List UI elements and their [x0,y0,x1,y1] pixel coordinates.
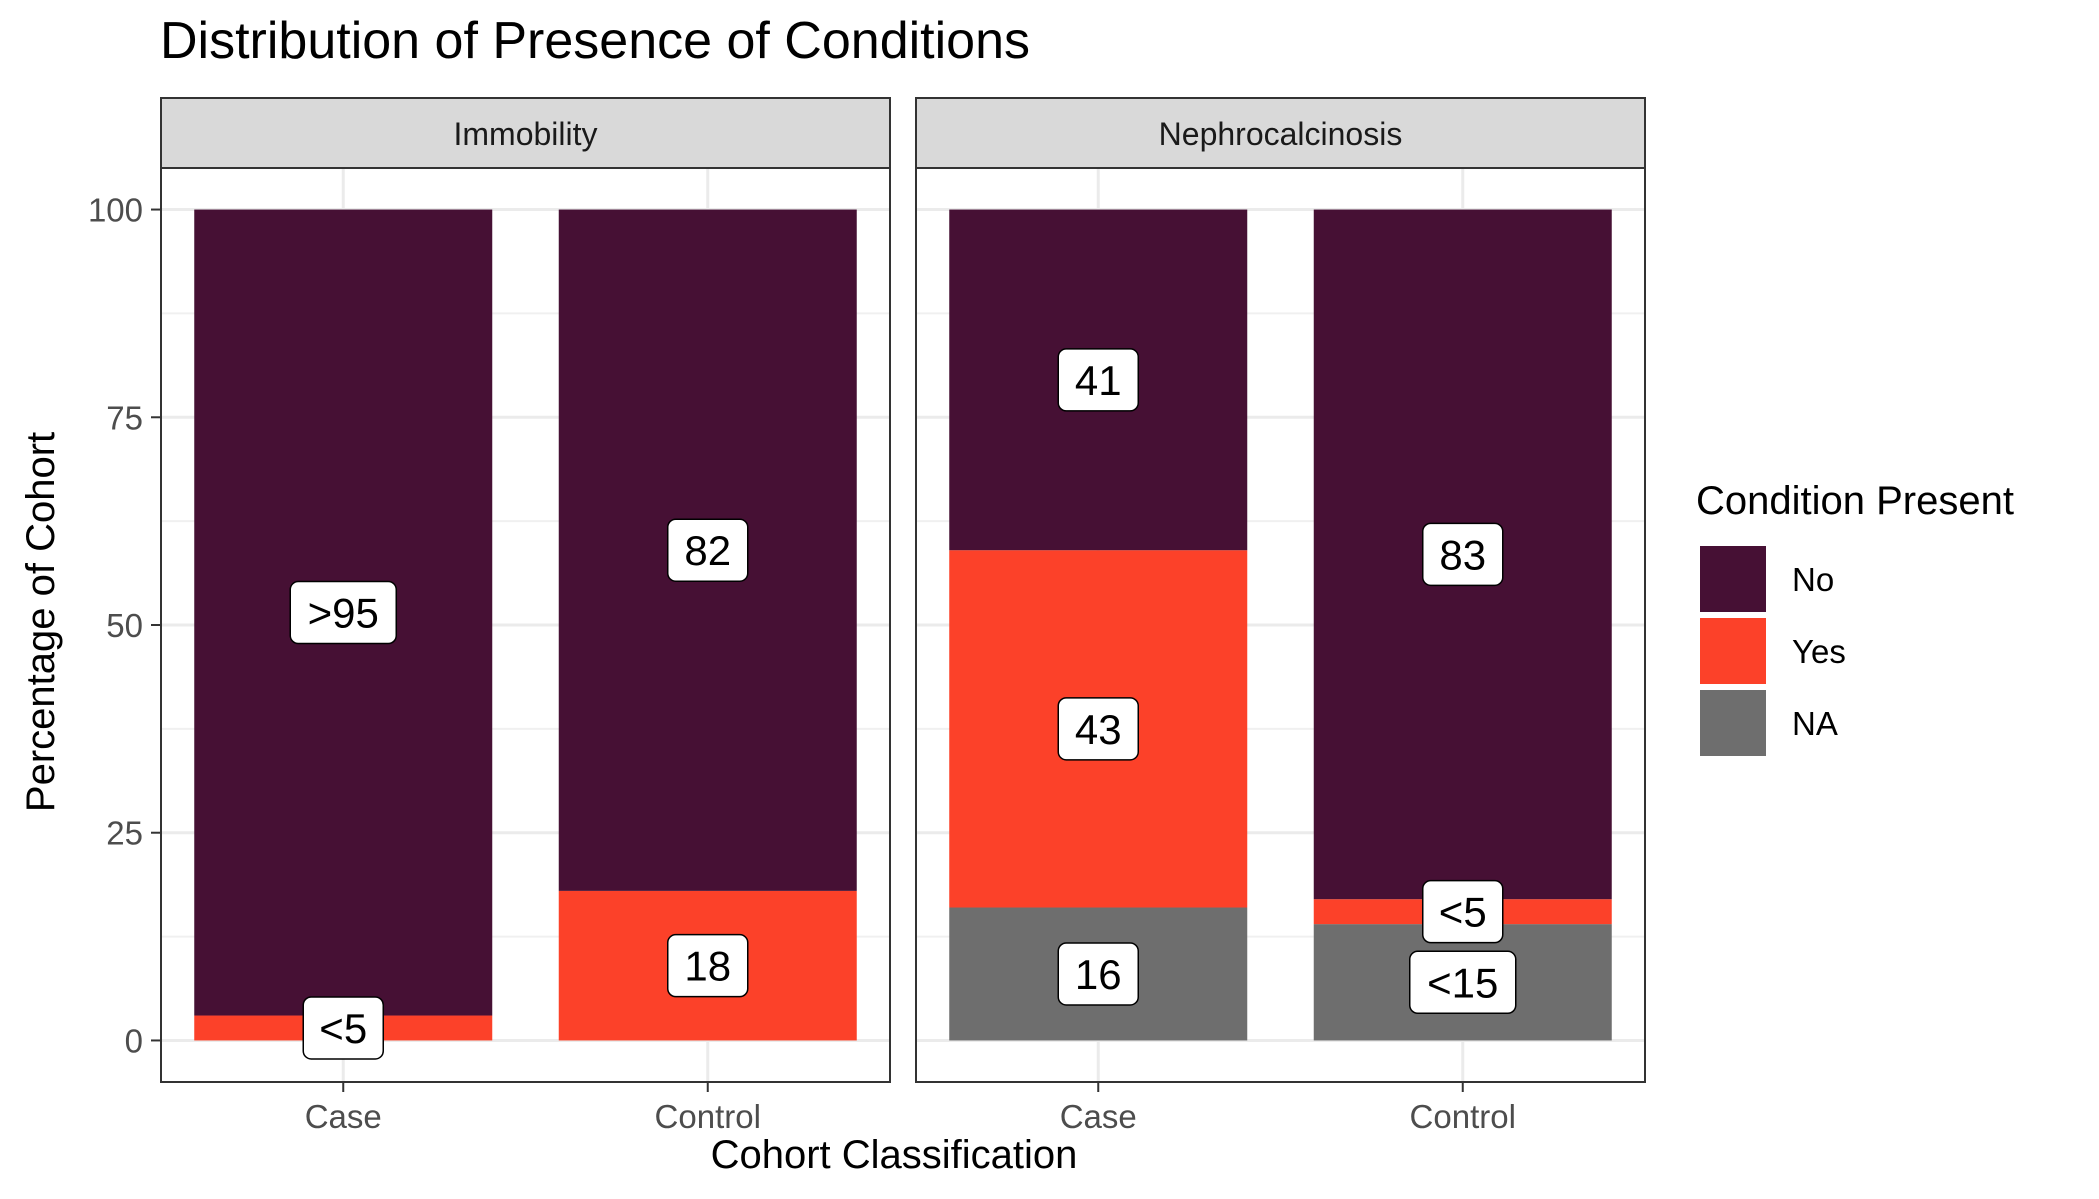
data-label: >95 [289,580,397,645]
data-label-box [667,518,749,582]
data-label-text: 18 [684,943,731,990]
data-label-box [302,996,384,1060]
data-label: <15 [1409,950,1517,1015]
data-label: 18 [667,933,749,998]
data-label-text: 83 [1439,531,1486,578]
x-tick-label: Control [655,1098,761,1135]
x-tick-label: Case [1060,1098,1137,1135]
y-tick-label: 75 [106,399,143,436]
data-label: 43 [1057,697,1139,761]
legend-key-no [1700,546,1766,612]
data-label-text: <5 [319,1005,367,1052]
legend-label-no: No [1792,561,1834,598]
data-label-box [1409,950,1517,1015]
facet-panel-immobility: <5 >95 18 82 Immobility Case Control [160,97,891,1135]
x-tick-label: Control [1410,1098,1516,1135]
data-label-text: <15 [1427,959,1498,1006]
legend-title: Condition Present [1696,479,2014,523]
data-label: <5 [302,996,384,1060]
data-label: 16 [1057,942,1139,1006]
data-label-box [1057,348,1139,412]
data-label: 83 [1422,522,1504,587]
legend-label-yes: Yes [1792,633,1846,670]
data-label: 41 [1057,348,1139,412]
data-label-box [667,933,749,998]
data-label-text: 41 [1075,357,1122,404]
data-label-box [289,580,397,645]
data-label-text: 43 [1075,706,1122,753]
data-label: 82 [667,518,749,582]
y-tick-label: 50 [106,607,143,644]
legend: Condition Present No Yes NA [1696,479,2014,756]
facet-strip [160,97,891,169]
facet-strip [915,97,1646,169]
facet-panel-nephrocalcinosis: 16 43 41 <15 <5 83 Nephrocalcinosis Case Control [915,97,1646,1135]
facet-strip-label: Immobility [453,116,597,152]
y-tick-label: 100 [88,192,143,229]
y-axis-title: Percentage of Cohort [19,432,63,812]
data-label-box [1057,697,1139,761]
x-tick-label: Case [305,1098,382,1135]
y-tick-label: 0 [125,1022,143,1059]
y-axis: 0 25 50 75 100 [88,192,161,1059]
data-label-box [1422,879,1504,944]
data-label-box [1057,942,1139,1006]
data-label-text: >95 [308,590,379,637]
facet-panels: <5 >95 18 82 Immobility Case Control 16 43 41 <15 <… [88,97,1646,1135]
y-tick-label: 25 [106,815,143,852]
legend-key-na [1700,690,1766,756]
data-label-box [1422,522,1504,587]
legend-key-yes [1700,618,1766,684]
legend-label-na: NA [1792,705,1838,742]
data-label-text: <5 [1439,889,1487,936]
chart-title: Distribution of Presence of Conditions [160,12,1030,70]
data-label-text: 82 [684,527,731,574]
data-label: <5 [1422,879,1504,944]
facet-strip-label: Nephrocalcinosis [1159,116,1403,152]
x-axis-title: Cohort Classification [711,1133,1078,1177]
data-label-text: 16 [1075,951,1122,998]
